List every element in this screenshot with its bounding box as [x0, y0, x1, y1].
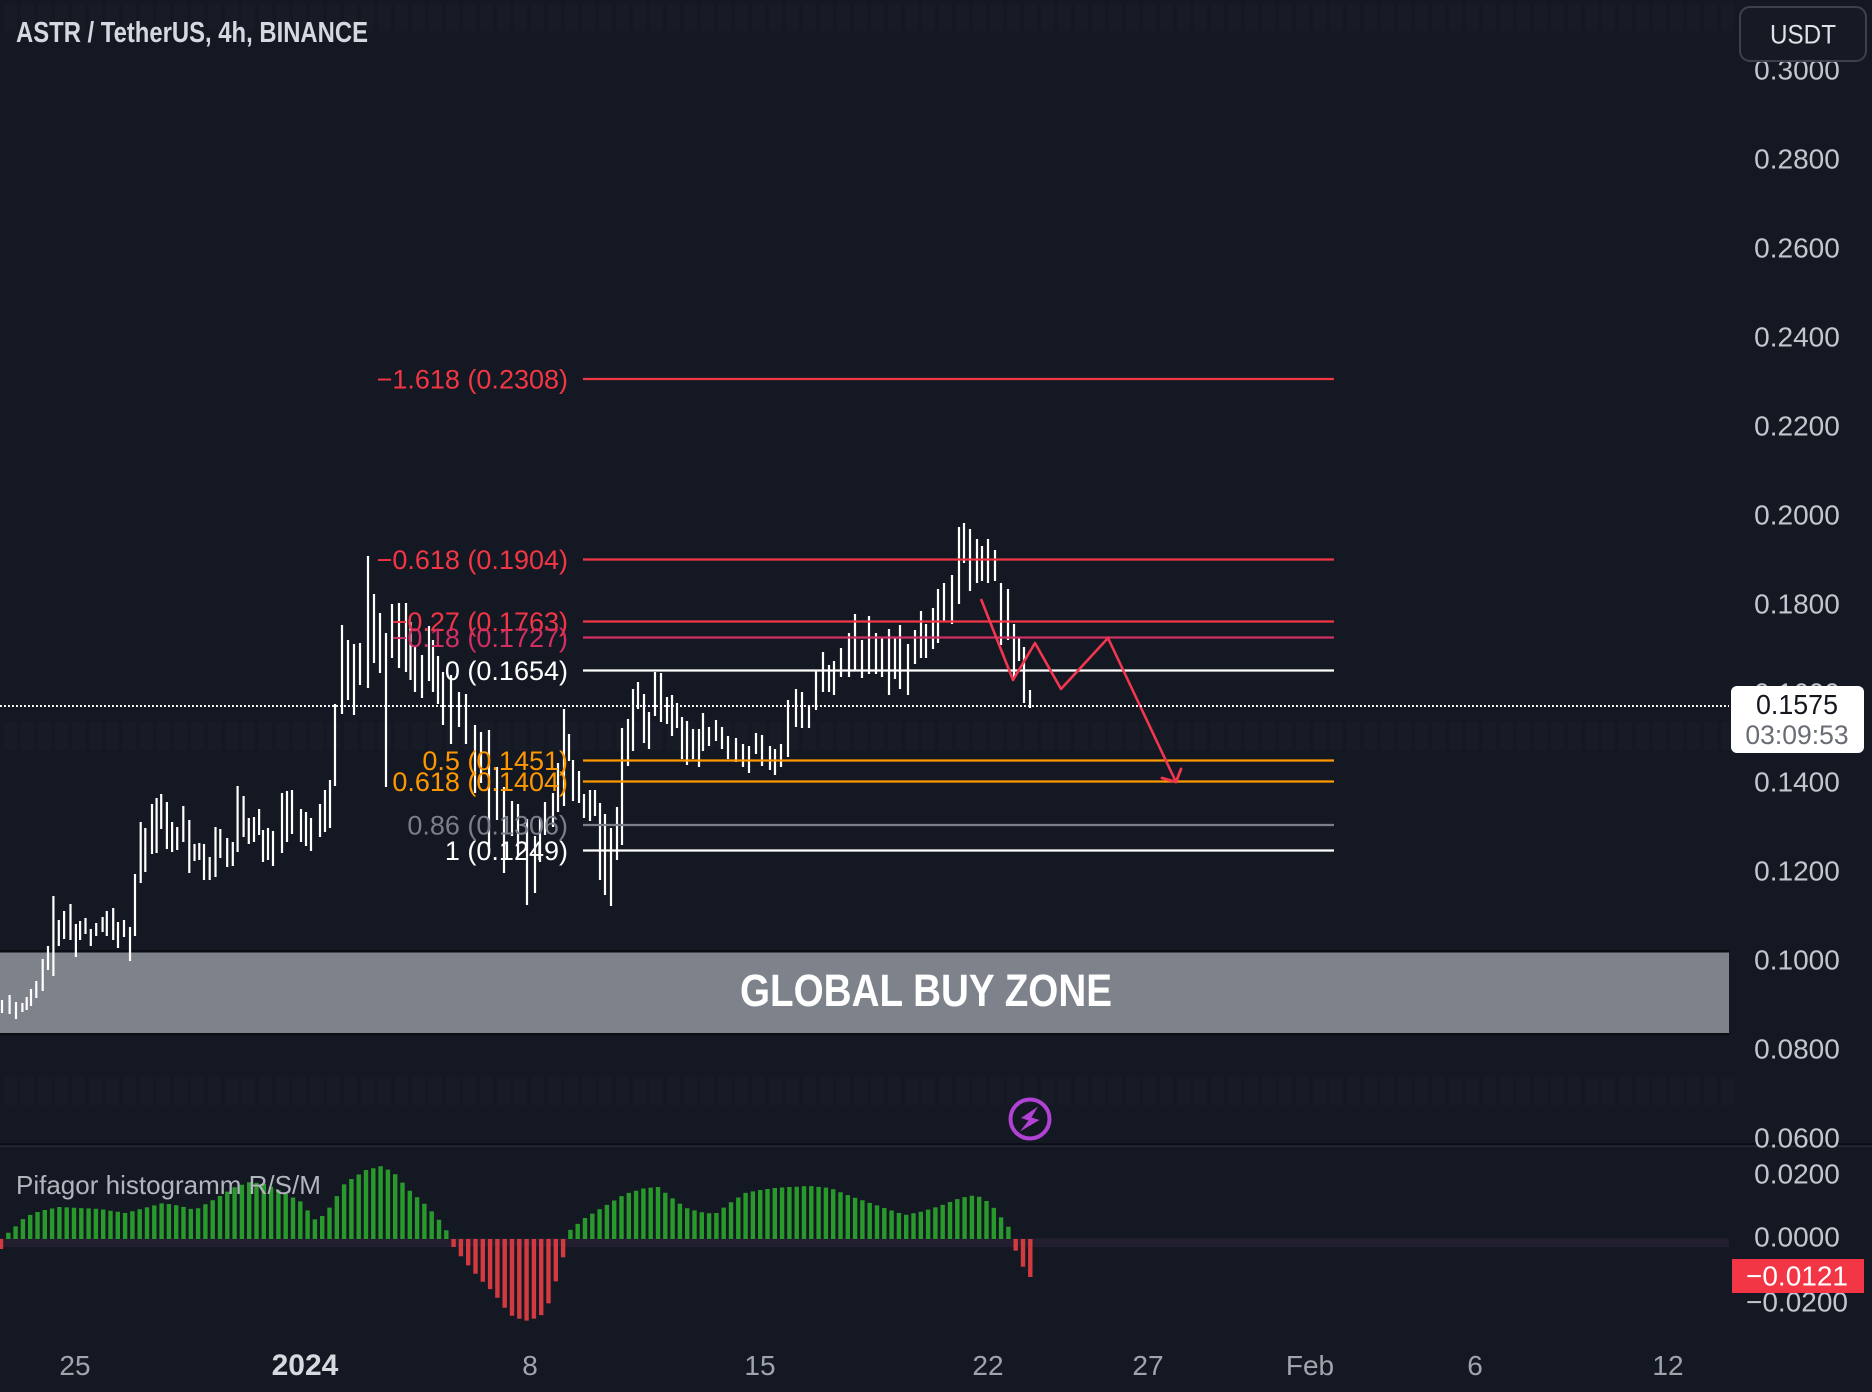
svg-text:0 (0.1654): 0 (0.1654) — [445, 656, 568, 686]
svg-text:−0.0121: −0.0121 — [1746, 1261, 1848, 1292]
svg-text:0.5 (0.1451): 0.5 (0.1451) — [422, 746, 568, 776]
svg-text:0.2000: 0.2000 — [1754, 500, 1840, 531]
svg-text:1 (0.1249): 1 (0.1249) — [445, 836, 568, 866]
svg-text:0.1575: 0.1575 — [1756, 689, 1838, 720]
svg-text:6: 6 — [1467, 1350, 1483, 1381]
svg-text:2024: 2024 — [272, 1349, 339, 1382]
svg-text:0.2400: 0.2400 — [1754, 322, 1840, 353]
svg-text:ASTR / TetherUS, 4h, BINANCE: ASTR / TetherUS, 4h, BINANCE — [16, 17, 368, 49]
svg-text:27: 27 — [1132, 1350, 1163, 1381]
svg-text:0.0200: 0.0200 — [1754, 1159, 1840, 1190]
svg-text:15: 15 — [744, 1350, 775, 1381]
svg-text:Feb: Feb — [1286, 1350, 1334, 1381]
svg-text:−0.618 (0.1904): −0.618 (0.1904) — [377, 545, 568, 575]
svg-text:0.2200: 0.2200 — [1754, 411, 1840, 442]
svg-text:03:09:53: 03:09:53 — [1745, 720, 1848, 750]
svg-text:8: 8 — [522, 1350, 538, 1381]
svg-text:−1.618 (0.2308): −1.618 (0.2308) — [377, 365, 568, 395]
svg-text:0.0000: 0.0000 — [1754, 1222, 1840, 1253]
svg-text:0.1800: 0.1800 — [1754, 589, 1840, 620]
svg-text:0.1200: 0.1200 — [1754, 856, 1840, 887]
svg-text:25: 25 — [59, 1350, 90, 1381]
svg-text:0.1000: 0.1000 — [1754, 945, 1840, 976]
svg-text:Pifagor histogramm R/S/M: Pifagor histogramm R/S/M — [16, 1170, 321, 1200]
svg-text:0.0800: 0.0800 — [1754, 1034, 1840, 1065]
svg-text:0.1400: 0.1400 — [1754, 767, 1840, 798]
svg-text:0.2800: 0.2800 — [1754, 144, 1840, 175]
svg-text:0.618 (0.1404): 0.618 (0.1404) — [392, 767, 568, 797]
svg-text:GLOBAL BUY ZONE: GLOBAL BUY ZONE — [740, 965, 1112, 1016]
svg-text:−0.18 (0.1727): −0.18 (0.1727) — [392, 623, 568, 653]
svg-text:0.86 (0.1306): 0.86 (0.1306) — [407, 811, 568, 841]
svg-text:USDT: USDT — [1770, 20, 1836, 50]
svg-text:0.0600: 0.0600 — [1754, 1123, 1840, 1154]
svg-text:0.2600: 0.2600 — [1754, 233, 1840, 264]
svg-text:22: 22 — [972, 1350, 1003, 1381]
svg-text:12: 12 — [1652, 1350, 1683, 1381]
svg-text:−0.27 (0.1763): −0.27 (0.1763) — [392, 607, 568, 637]
